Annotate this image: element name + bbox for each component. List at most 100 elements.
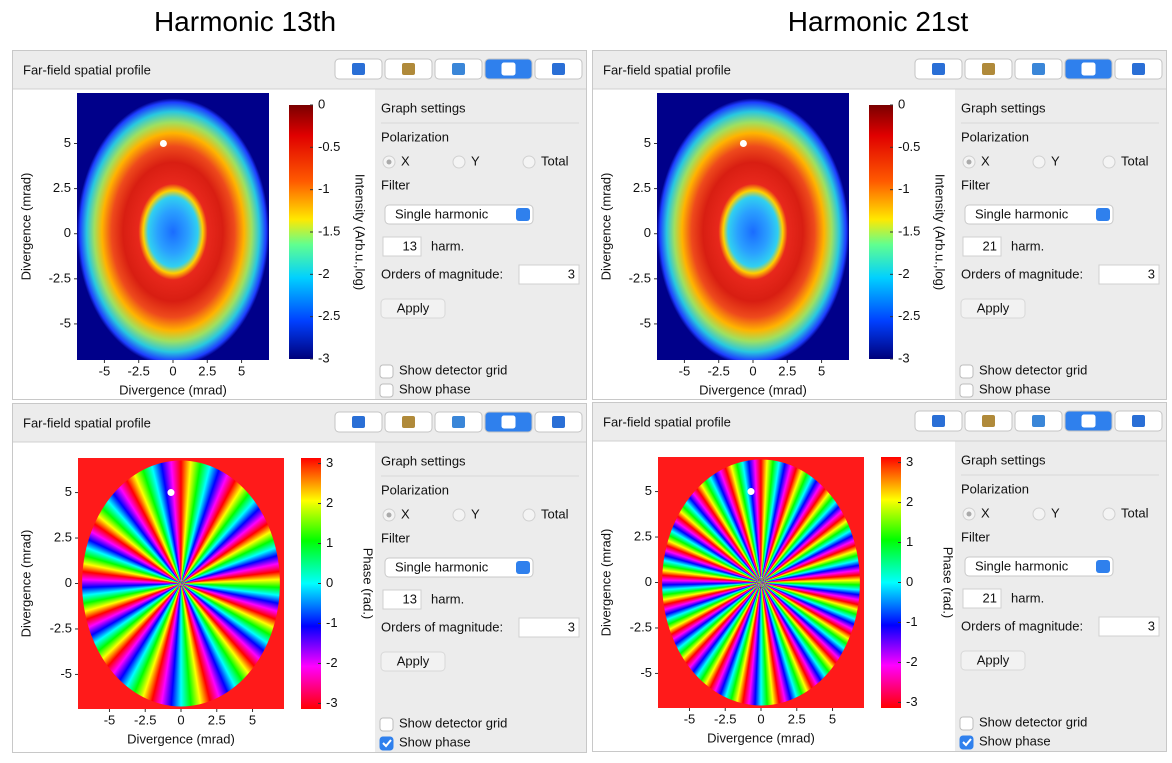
panel: Far-field spatial profile -5 -2.5 0 2.5 5 -5 -2… [12,50,587,400]
x-axis-label: Divergence (mrad) [699,382,807,397]
x-tick-label: -2.5 [714,711,736,726]
filter-select[interactable] [964,204,1114,225]
y-tick-label: 5 [64,135,71,150]
orders-input[interactable] [518,617,580,638]
radio-label: Y [471,153,480,168]
checkbox[interactable] [379,717,394,732]
select-arrow [516,208,530,221]
x-tick-label: 2.5 [208,712,226,727]
x-tick-label: -5 [104,712,116,727]
colorbar-label: Phase (rad.) [941,547,956,619]
y-axis-label: Divergence (mrad) [598,529,613,637]
colorbar-tick-label: -0.5 [318,139,340,154]
x-tick-label: 2.5 [198,363,216,378]
filter-value: Single harmonic [395,559,489,574]
harmonic-input[interactable] [962,588,1002,609]
settings-title: Graph settings [961,452,1046,467]
radio-dot [966,159,972,165]
heatmap [77,93,269,360]
colorbar-tick-label: 3 [326,455,333,470]
checkbox[interactable] [959,364,974,379]
x-tick-label: 5 [818,363,825,378]
apply-button[interactable] [380,651,446,672]
radio-label: Y [471,506,480,521]
header: Harmonic 13th [153,6,337,37]
panel-title: Far-field spatial profile [23,415,151,430]
phase-pattern [82,460,280,707]
orders-input[interactable] [1098,616,1160,637]
checkbox-label: Show detector grid [399,715,507,730]
harmonic-input[interactable] [382,589,422,610]
filter-select[interactable] [384,204,534,225]
apply-button[interactable] [960,298,1026,319]
colorbar-tick-label: -2 [326,655,338,670]
y-tick-label: 2.5 [53,180,71,195]
colorbar-tick-label: -2.5 [318,308,340,323]
x-tick-label: 5 [238,363,245,378]
panel: Far-field spatial profile -5 -2.5 0 2.5 5 -5 -2… [592,50,1167,400]
checkbox[interactable] [959,716,974,731]
checkbox[interactable] [959,735,974,750]
apply-button[interactable] [960,650,1026,671]
orders-input[interactable] [518,264,580,285]
polarization-label: Polarization [381,129,449,144]
checkbox[interactable] [379,364,394,379]
harmonic-input[interactable] [382,236,422,257]
checkbox[interactable] [379,736,394,751]
header: Harmonic 21st [787,6,969,37]
y-tick-label: 0 [64,225,71,240]
y-tick-label: -5 [639,315,651,330]
radio-label: X [401,506,410,521]
x-tick-label: 5 [249,712,256,727]
radio-label: X [981,153,990,168]
y-tick-label: -2.5 [629,270,651,285]
colorbar-tick-label: -1 [326,615,338,630]
colorbar-tick-label: -0.5 [898,139,920,154]
harmonic-input[interactable] [962,236,1002,257]
colorbar-label: Phase (rad.) [361,548,376,620]
radio [1032,507,1046,521]
filter-label: Filter [381,530,411,545]
toolbar-icon [552,416,565,428]
toolbar-icon [1032,415,1045,427]
select-arrow [1096,560,1110,573]
filter-select[interactable] [964,556,1114,577]
colorbar [869,105,893,359]
checkbox-label: Show phase [979,381,1051,396]
cursor-marker [739,140,747,148]
y-tick-label: 5 [65,484,72,499]
orders-input[interactable] [1098,264,1160,285]
x-axis-label: Divergence (mrad) [707,730,815,745]
orders-label: Orders of magnitude: [961,618,1083,633]
harmonic-unit: harm. [431,591,464,606]
harmonic-unit: harm. [1011,238,1044,253]
x-tick-label: -5 [679,363,691,378]
polarization-label: Polarization [961,481,1029,496]
radio-label: X [401,153,410,168]
radio-dot [386,159,392,165]
filter-value: Single harmonic [395,206,489,221]
toolbar-icon [352,416,365,428]
toolbar-icon [1132,415,1145,427]
colorbar [301,458,321,709]
checkbox[interactable] [959,383,974,398]
apply-label: Apply [397,653,430,668]
x-tick-label: -5 [684,711,696,726]
apply-button[interactable] [380,298,446,319]
x-tick-label: 5 [829,711,836,726]
radio-dot [966,511,972,517]
radio-dot [386,512,392,518]
y-tick-label: -5 [59,315,71,330]
filter-label: Filter [961,177,991,192]
colorbar-tick-label: -3 [898,350,910,365]
cursor-marker [167,489,175,497]
checkbox[interactable] [379,383,394,398]
filter-select[interactable] [384,557,534,578]
colorbar-tick-label: 0 [906,574,913,589]
radio [1102,155,1116,169]
colorbar-tick-label: 0 [898,96,905,111]
toolbar-icon [982,415,995,427]
colorbar-tick-label: 1 [326,535,333,550]
checkbox-label: Show detector grid [979,714,1087,729]
